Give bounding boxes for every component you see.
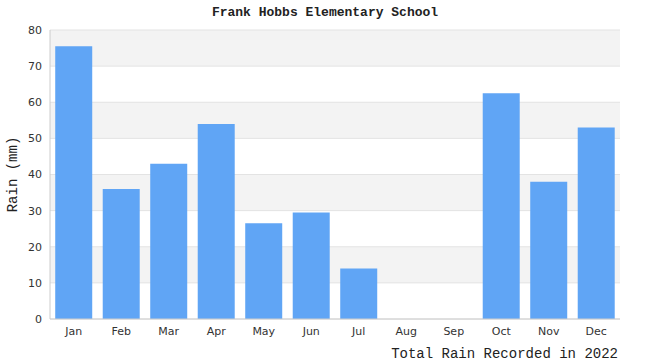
svg-text:Aug: Aug bbox=[396, 325, 417, 338]
svg-text:Sep: Sep bbox=[443, 325, 464, 338]
svg-text:Dec: Dec bbox=[586, 325, 607, 338]
svg-text:20: 20 bbox=[28, 241, 42, 254]
svg-text:0: 0 bbox=[35, 313, 42, 326]
svg-text:40: 40 bbox=[28, 168, 42, 181]
svg-text:Oct: Oct bbox=[492, 325, 512, 338]
svg-text:80: 80 bbox=[28, 24, 42, 37]
svg-text:30: 30 bbox=[28, 205, 42, 218]
svg-text:70: 70 bbox=[28, 60, 42, 73]
svg-text:60: 60 bbox=[28, 96, 42, 109]
svg-text:May: May bbox=[252, 325, 275, 338]
svg-text:Feb: Feb bbox=[112, 325, 131, 338]
svg-text:Total Rain Recorded in 2022: Total Rain Recorded in 2022 bbox=[391, 346, 618, 360]
html-text:Frank Hobbs Elementary School: Frank Hobbs Elementary School bbox=[211, 5, 439, 20]
svg-text:50: 50 bbox=[28, 132, 42, 145]
svg-text:Nov: Nov bbox=[538, 325, 560, 338]
svg-text:Jul: Jul bbox=[351, 325, 365, 338]
svg-text:Jan: Jan bbox=[64, 325, 82, 338]
svg-text:Jun: Jun bbox=[302, 325, 320, 338]
svg-text:Mar: Mar bbox=[158, 325, 179, 338]
svg-text:10: 10 bbox=[28, 277, 42, 290]
svg-text:Apr: Apr bbox=[207, 325, 227, 338]
svg-text:Rain (mm): Rain (mm) bbox=[8, 137, 21, 213]
